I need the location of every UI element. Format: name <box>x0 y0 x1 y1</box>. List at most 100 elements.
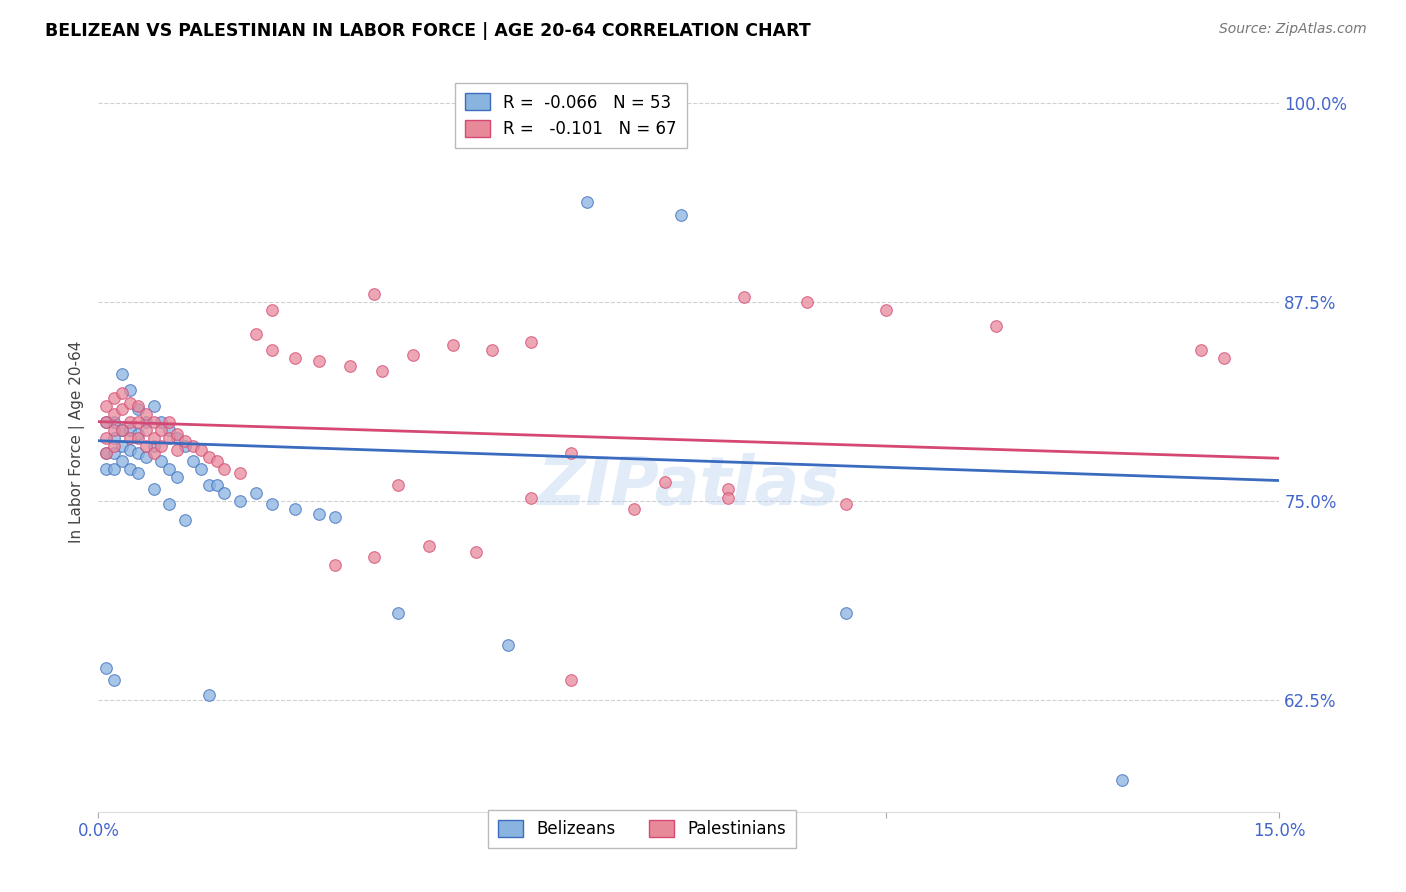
Point <box>214 486 236 500</box>
Point <box>96 446 118 460</box>
Point <box>835 606 858 620</box>
Point <box>103 446 125 460</box>
Point <box>127 401 149 416</box>
Point <box>142 482 165 496</box>
Point <box>142 438 165 452</box>
Point <box>623 502 645 516</box>
Point <box>135 423 157 437</box>
Point <box>127 415 149 429</box>
Point <box>260 343 283 357</box>
Point <box>181 438 204 452</box>
Point <box>796 295 818 310</box>
Point <box>166 431 188 445</box>
Point <box>135 407 157 421</box>
Point <box>111 438 134 452</box>
Point <box>520 334 543 349</box>
Point <box>418 539 440 553</box>
Point <box>135 438 157 452</box>
Point <box>481 343 503 357</box>
Point <box>96 446 118 460</box>
Point <box>205 478 228 492</box>
Point <box>96 431 118 445</box>
Point <box>387 606 409 620</box>
Point <box>284 351 307 365</box>
Point <box>111 423 134 437</box>
Point <box>103 673 125 687</box>
Text: ZIPatlas: ZIPatlas <box>538 453 839 519</box>
Point <box>560 446 582 460</box>
Point <box>111 454 134 468</box>
Point <box>465 545 488 559</box>
Point <box>103 462 125 476</box>
Point <box>181 454 204 468</box>
Point <box>214 462 236 476</box>
Text: BELIZEAN VS PALESTINIAN IN LABOR FORCE | AGE 20-64 CORRELATION CHART: BELIZEAN VS PALESTINIAN IN LABOR FORCE |… <box>45 22 811 40</box>
Point <box>174 513 197 527</box>
Point <box>245 486 267 500</box>
Point <box>260 498 283 512</box>
Point <box>441 338 464 352</box>
Point <box>118 415 141 429</box>
Point <box>575 194 598 209</box>
Point <box>103 415 125 429</box>
Point <box>190 443 212 458</box>
Point <box>733 290 755 304</box>
Point <box>150 423 173 437</box>
Point <box>308 507 330 521</box>
Point <box>103 431 125 445</box>
Point <box>717 482 740 496</box>
Point <box>111 401 134 416</box>
Point <box>150 454 173 468</box>
Point <box>111 386 134 401</box>
Point <box>363 549 385 564</box>
Point <box>103 391 125 405</box>
Point <box>142 399 165 413</box>
Point <box>96 415 118 429</box>
Point <box>190 462 212 476</box>
Point <box>496 638 519 652</box>
Point <box>150 415 173 429</box>
Point <box>96 462 118 476</box>
Point <box>654 475 676 490</box>
Point <box>260 303 283 318</box>
Point <box>96 399 118 413</box>
Point <box>103 407 125 421</box>
Point <box>402 348 425 362</box>
Point <box>875 303 897 318</box>
Point <box>118 443 141 458</box>
Point <box>96 661 118 675</box>
Point <box>103 423 125 437</box>
Point <box>118 423 141 437</box>
Point <box>157 462 180 476</box>
Point <box>142 415 165 429</box>
Point <box>96 415 118 429</box>
Point <box>127 431 149 445</box>
Legend: Belizeans, Palestinians: Belizeans, Palestinians <box>488 810 796 847</box>
Point <box>717 491 740 505</box>
Point <box>205 454 228 468</box>
Point <box>127 466 149 480</box>
Point <box>127 446 149 460</box>
Point <box>323 510 346 524</box>
Point <box>1213 351 1236 365</box>
Point <box>166 470 188 484</box>
Point <box>229 466 252 480</box>
Point <box>157 498 180 512</box>
Point <box>127 427 149 442</box>
Point <box>308 354 330 368</box>
Point <box>387 478 409 492</box>
Point <box>669 208 692 222</box>
Point <box>150 438 173 452</box>
Point <box>111 367 134 381</box>
Point <box>118 383 141 397</box>
Point <box>339 359 361 373</box>
Point <box>197 450 219 464</box>
Point <box>1189 343 1212 357</box>
Point <box>1111 772 1133 787</box>
Point <box>127 399 149 413</box>
Point <box>135 415 157 429</box>
Point <box>245 327 267 342</box>
Point <box>229 494 252 508</box>
Point <box>135 450 157 464</box>
Point <box>197 478 219 492</box>
